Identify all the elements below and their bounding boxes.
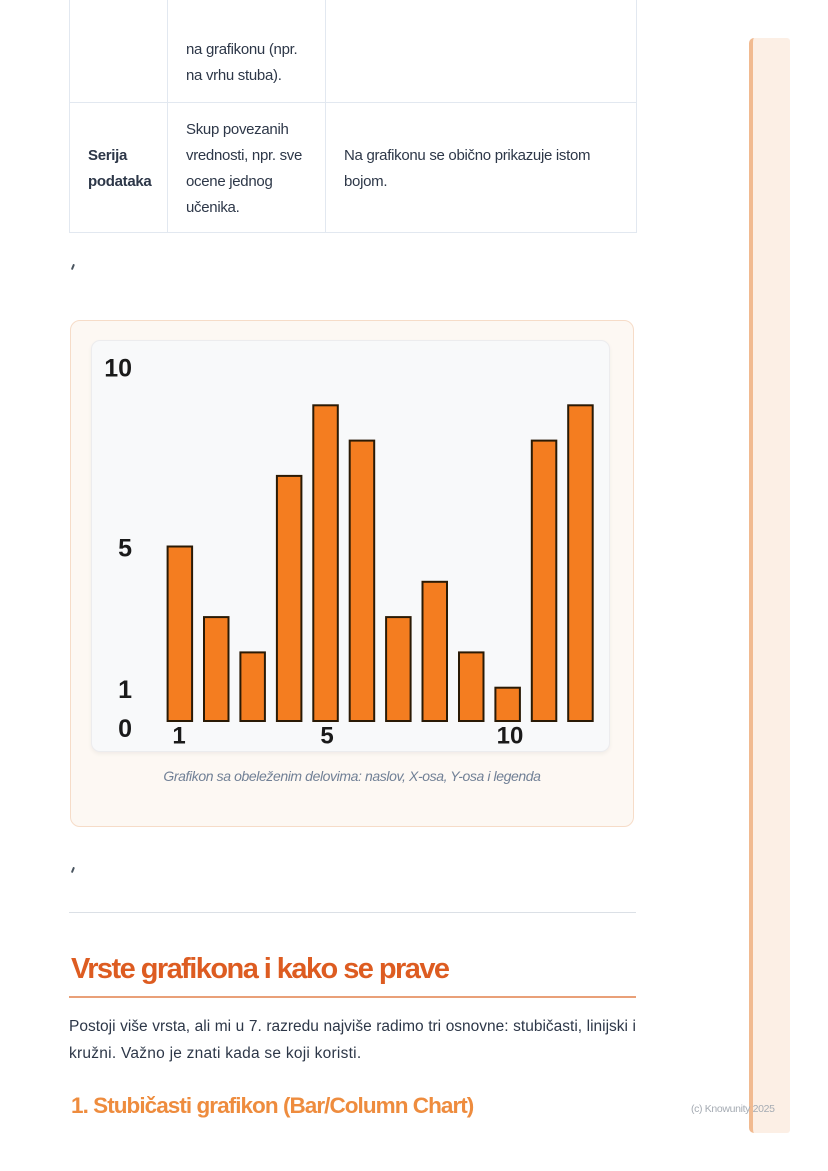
svg-text:10: 10	[497, 723, 524, 750]
svg-text:0: 0	[118, 715, 132, 743]
svg-text:5: 5	[118, 535, 132, 563]
svg-text:5: 5	[320, 723, 333, 750]
svg-text:1: 1	[172, 723, 185, 750]
svg-text:1: 1	[118, 676, 132, 704]
svg-text:10: 10	[104, 355, 132, 383]
